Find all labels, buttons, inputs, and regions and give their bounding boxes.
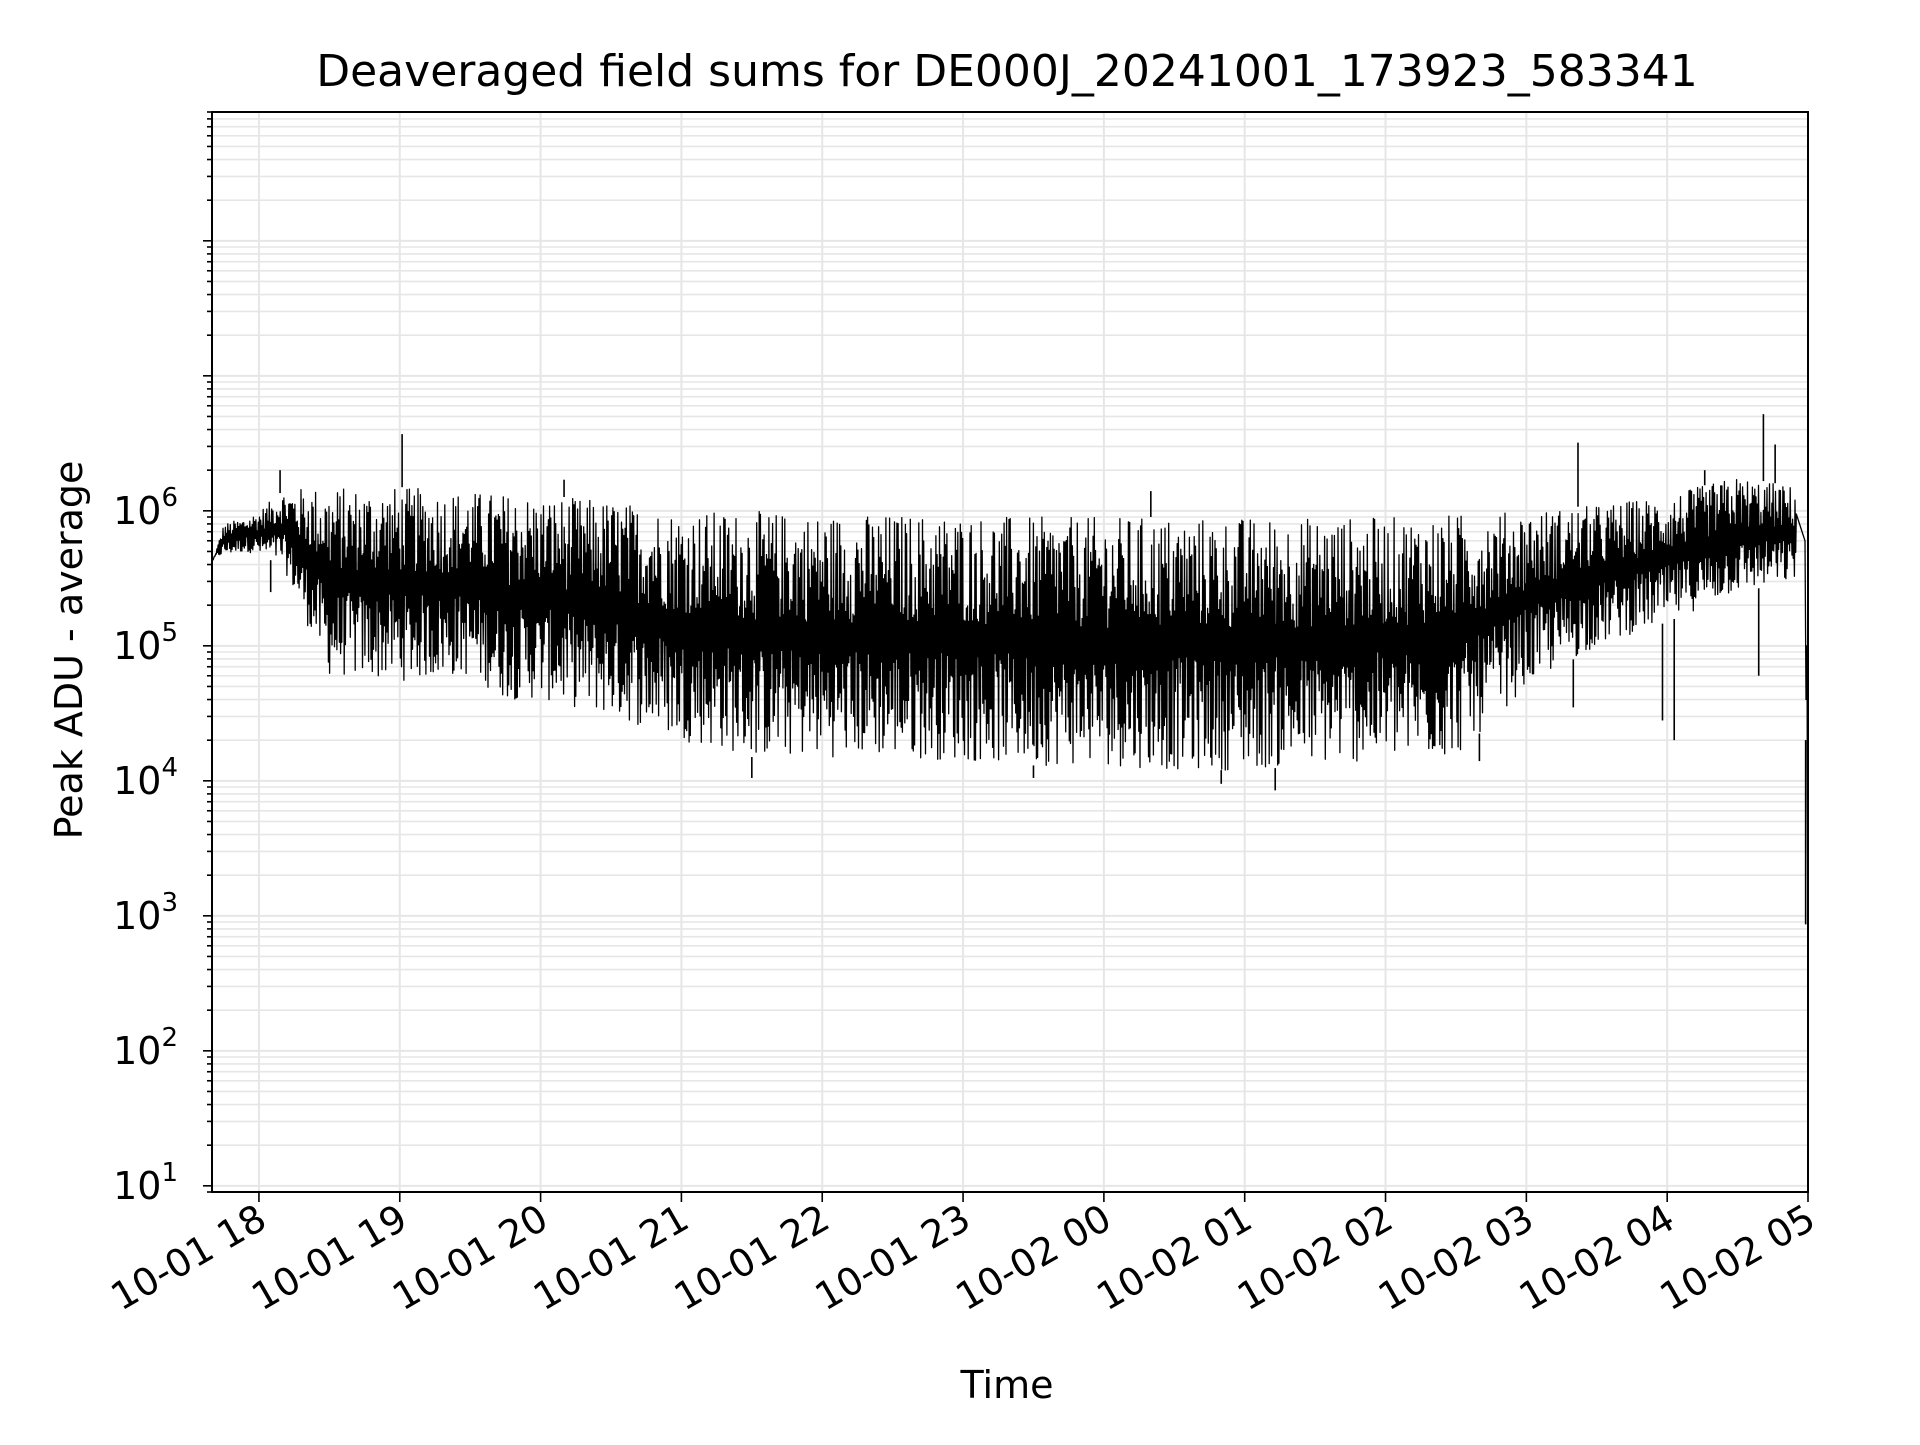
y-tick-label: 105 — [113, 618, 178, 668]
y-axis-label: Peak ADU - average — [47, 461, 91, 840]
y-tick-exponent: 6 — [161, 483, 178, 513]
y-tick-exponent: 2 — [161, 1023, 178, 1053]
y-tick-label: 102 — [113, 1023, 178, 1073]
y-tick-label: 104 — [113, 753, 178, 803]
data-layer — [211, 414, 1809, 1011]
y-tick-exponent: 4 — [161, 753, 178, 783]
y-tick-base: 10 — [113, 489, 161, 533]
y-tick-label: 106 — [113, 483, 178, 533]
y-tick-base: 10 — [113, 1029, 161, 1073]
y-tick-exponent: 3 — [161, 888, 178, 918]
y-tick-exponent: 5 — [161, 618, 178, 648]
y-tick-label: 103 — [113, 888, 178, 938]
chart-title: Deaveraged field sums for DE000J_2024100… — [316, 46, 1698, 97]
y-tick-exponent: 1 — [161, 1158, 178, 1188]
y-tick-base: 10 — [113, 894, 161, 938]
plot-frame — [211, 111, 1809, 1193]
y-tick-base: 10 — [113, 759, 161, 803]
x-axis-label: Time — [960, 1363, 1054, 1407]
y-tick-base: 10 — [113, 1164, 161, 1208]
series-line — [211, 478, 1809, 1011]
y-tick-base: 10 — [113, 624, 161, 668]
y-tick-label: 101 — [113, 1158, 178, 1208]
